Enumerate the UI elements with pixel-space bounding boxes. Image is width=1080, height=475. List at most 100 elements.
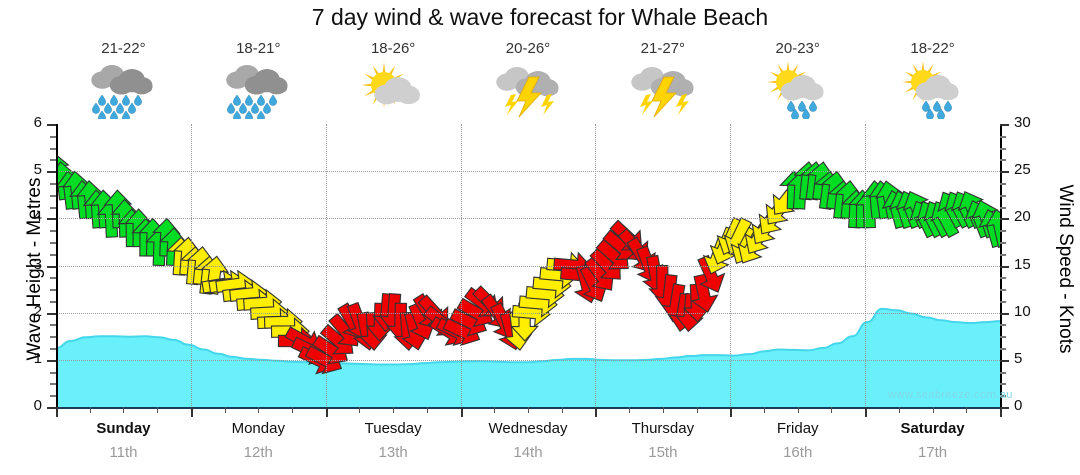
gridline-horizontal (56, 312, 1000, 314)
y-tick-left-minor (50, 206, 56, 209)
x-tick-major (56, 407, 58, 417)
x-tick-minor (696, 407, 698, 413)
y-label-right: 15 (1014, 255, 1031, 273)
y-label-right: 0 (1014, 397, 1023, 414)
y-tick-left-minor (50, 289, 56, 292)
x-axis-line (56, 407, 1002, 409)
y-label-left: 3 (33, 255, 42, 273)
day-date-label: 17th (917, 444, 948, 461)
y-tick-right-minor (1000, 348, 1006, 351)
y-tick-right (1000, 312, 1009, 315)
day-date-label: 13th (378, 444, 408, 461)
y-tick-left-minor (50, 182, 56, 185)
gridline-horizontal (56, 359, 1000, 361)
y-tick-left (47, 171, 56, 174)
x-tick-minor (258, 407, 260, 413)
day-date-label: 15th (648, 444, 678, 461)
day-name-label: Tuesday (364, 420, 422, 437)
x-tick-minor (157, 407, 159, 413)
day-header-monday: 18-21° (191, 40, 326, 130)
y-tick-left (47, 312, 56, 315)
x-tick-minor (89, 407, 91, 413)
day-name-label: Thursday (631, 420, 695, 437)
x-tick-minor (898, 407, 900, 413)
day-header-wednesday: 20-26° (461, 40, 596, 130)
y-tick-left-minor (50, 336, 56, 339)
y-label-left: 4 (33, 208, 42, 226)
y-tick-right (1000, 359, 1009, 362)
y-axis-right-title: Wind Speed - Knots (1055, 184, 1076, 354)
day-header-tuesday: 18-26° (326, 40, 461, 130)
x-tick-minor (932, 407, 934, 413)
y-label-left: 5 (33, 161, 42, 179)
sun-cloud-rain-icon (730, 61, 865, 119)
y-tick-left-minor (50, 395, 56, 398)
watermark: www.seabreeze.com.au (888, 389, 1013, 401)
x-tick-major (325, 407, 328, 417)
day-header-saturday: 18-22° (865, 40, 1000, 130)
y-tick-left-minor (50, 230, 56, 233)
temperature-range: 18-22° (910, 40, 955, 57)
rain-icon (56, 61, 191, 119)
x-tick-minor (629, 407, 631, 413)
y-tick-left-minor (50, 253, 56, 256)
y-tick-left-minor (50, 277, 56, 280)
y-tick-right-minor (1000, 395, 1006, 398)
y-tick-right-minor (1000, 324, 1006, 327)
y-axis-left-line (56, 124, 58, 408)
y-label-left: 6 (33, 114, 42, 131)
x-tick-minor (662, 407, 664, 413)
x-tick-major (460, 407, 463, 417)
y-tick-left-minor (50, 324, 56, 327)
day-date-label: 14th (513, 444, 543, 461)
day-date-label: 16th (783, 444, 813, 461)
temperature-range: 20-26° (505, 40, 551, 57)
gridline-horizontal (56, 171, 1000, 173)
y-tick-right-minor (1000, 253, 1006, 256)
y-tick-left (47, 218, 56, 221)
y-tick-right-minor (1000, 159, 1006, 162)
y-tick-left-minor (50, 300, 56, 303)
temperature-range: 21-27° (640, 40, 686, 57)
thunderstorm-icon (461, 61, 596, 119)
y-tick-right-minor (1000, 194, 1006, 197)
temperature-range: 18-21° (236, 40, 281, 57)
y-tick-right-minor (1000, 277, 1006, 280)
x-tick-minor (123, 407, 125, 413)
y-tick-right-minor (1000, 241, 1006, 244)
y-tick-right (1000, 265, 1009, 268)
y-tick-right-minor (1000, 230, 1006, 233)
sun-cloud-icon (326, 61, 461, 119)
day-name-label: Sunday (96, 420, 151, 437)
y-tick-left-minor (50, 135, 56, 138)
day-name-label: Friday (776, 420, 819, 437)
x-tick-minor (426, 407, 428, 413)
day-date-label: 11th (109, 444, 138, 461)
x-tick-minor (359, 407, 361, 413)
day-header-sunday: 21-22° (56, 40, 191, 130)
temperature-range: 21-22° (101, 40, 146, 57)
x-tick-major (1000, 407, 1002, 417)
x-tick-minor (528, 407, 529, 413)
x-tick-major (595, 407, 598, 417)
day-date-label: 12th (243, 444, 273, 461)
x-tick-major (865, 407, 868, 417)
x-tick-minor (224, 407, 226, 413)
x-tick-minor (494, 407, 496, 413)
y-tick-right-minor (1000, 182, 1006, 185)
y-tick-left-minor (50, 147, 56, 150)
y-tick-left-minor (50, 383, 56, 386)
x-tick-minor (764, 407, 765, 413)
wave-height-line (55, 307, 1001, 366)
day-name-label: Wednesday (488, 420, 568, 437)
y-tick-right-minor (1000, 300, 1006, 303)
plot-area (41, 124, 1014, 408)
x-tick-minor (292, 407, 293, 413)
page-title: 7 day wind & wave forecast for Whale Bea… (311, 4, 769, 30)
y-tick-left (47, 407, 56, 409)
y-tick-left (47, 265, 56, 268)
y-tick-right (1000, 124, 1009, 126)
y-tick-left-minor (50, 348, 56, 351)
y-tick-right-minor (1000, 147, 1006, 150)
x-tick-minor (393, 407, 395, 413)
